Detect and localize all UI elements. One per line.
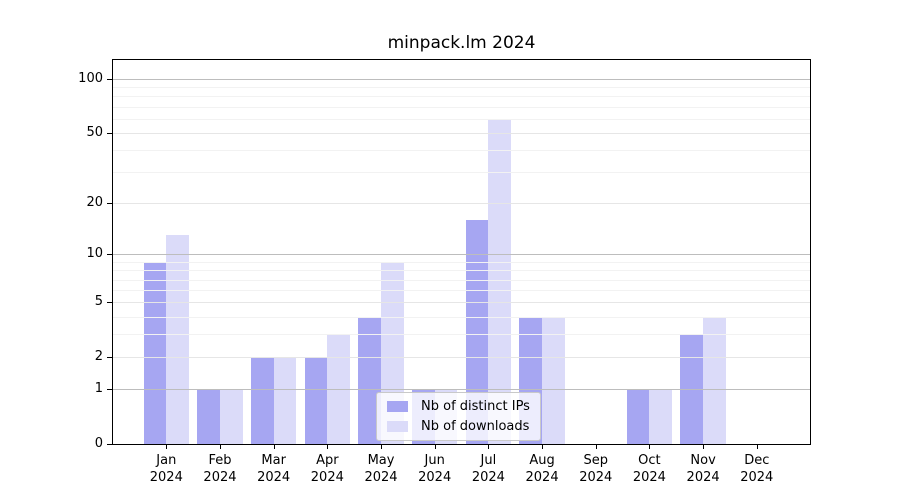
gridline-90: [113, 87, 810, 89]
y-tick-100: [107, 78, 112, 80]
y-tick-label-100: 100: [78, 70, 103, 86]
y-tick-0: [107, 444, 112, 445]
gridline-20: [113, 203, 810, 205]
x-tick-year-sep: 2024: [579, 470, 613, 485]
bar-distinct-ips-jul: [465, 219, 489, 444]
legend-label-distinct-ips: Nb of distinct IPs: [421, 399, 530, 414]
y-tick-label-0: 0: [94, 436, 103, 451]
bar-downloads-aug: [542, 316, 565, 444]
x-tick-label-jan: Jan 2024: [139, 452, 193, 486]
x-tick-label-jul: Jul 2024: [461, 452, 515, 486]
bar-distinct-ips-may: [358, 316, 381, 444]
y-tick-label-20: 20: [86, 195, 103, 211]
bar-distinct-ips-oct: [626, 389, 650, 444]
x-tick-label-feb: Feb 2024: [193, 452, 247, 486]
y-tick-label-1: 1: [94, 381, 103, 397]
legend-label-downloads: Nb of downloads: [421, 419, 530, 434]
y-tick-10: [107, 254, 112, 256]
y-tick-1: [107, 389, 112, 391]
bar-distinct-ips-nov: [680, 334, 704, 444]
x-tick-jan: [166, 445, 168, 449]
x-tick-apr: [327, 445, 329, 449]
gridline-40: [113, 150, 810, 152]
legend-item-distinct-ips: Nb of distinct IPs: [387, 399, 530, 414]
bar-downloads-apr: [327, 334, 351, 444]
plot-area: [113, 60, 810, 444]
bar-downloads-jan: [166, 235, 189, 444]
gridline-2: [113, 357, 810, 359]
gridline-70: [113, 106, 810, 108]
x-tick-label-mar: Mar 2024: [247, 452, 301, 486]
x-tick-jul: [488, 445, 490, 449]
y-tick-label-5: 5: [94, 294, 103, 310]
legend-swatch-downloads: [387, 421, 408, 432]
x-tick-label-may: May 2024: [354, 452, 408, 486]
y-tick-50: [107, 133, 112, 135]
y-tick-label-2: 2: [94, 349, 103, 365]
gridline-6: [113, 290, 810, 292]
x-tick-label-jun: Jun 2024: [408, 452, 462, 486]
x-tick-label-aug: Aug 2024: [515, 452, 569, 486]
y-tick-20: [107, 203, 112, 205]
x-tick-feb: [219, 445, 221, 449]
x-tick-aug: [542, 445, 544, 449]
gridline-80: [113, 96, 810, 98]
x-tick-year-aug: 2024: [525, 470, 559, 485]
gridline-10: [113, 254, 810, 256]
gridline-60: [113, 118, 810, 120]
bar-downloads-nov: [703, 316, 726, 444]
gridline-3: [113, 334, 810, 336]
chart-title: minpack.lm 2024: [387, 33, 536, 53]
x-tick-sep: [595, 445, 597, 449]
gridline-100: [113, 78, 810, 80]
bar-downloads-oct: [649, 389, 673, 444]
x-tick-label-sep: Sep 2024: [569, 452, 623, 486]
x-tick-year-apr: 2024: [310, 470, 344, 485]
x-tick-mar: [273, 445, 275, 449]
y-tick-2: [107, 357, 112, 359]
x-tick-oct: [649, 445, 651, 449]
x-tick-year-jul: 2024: [471, 470, 505, 485]
bar-distinct-ips-feb: [197, 389, 220, 444]
y-tick-label-10: 10: [86, 246, 103, 262]
x-tick-label-oct: Oct 2024: [622, 452, 676, 486]
gridline-5: [113, 302, 810, 304]
gridline-8: [113, 270, 810, 272]
x-tick-label-dec: Dec 2024: [730, 452, 784, 486]
y-tick-5: [107, 302, 112, 304]
x-tick-may: [381, 445, 383, 449]
x-tick-nov: [703, 445, 705, 449]
x-tick-year-feb: 2024: [203, 470, 237, 485]
gridline-9: [113, 261, 810, 263]
bar-distinct-ips-mar: [250, 357, 274, 444]
legend: Nb of distinct IPs Nb of downloads: [376, 392, 541, 441]
gridline-30: [113, 172, 810, 174]
x-tick-year-jan: 2024: [149, 470, 183, 485]
bar-distinct-ips-jan: [143, 261, 167, 444]
x-tick-year-nov: 2024: [686, 470, 720, 485]
y-tick-label-50: 50: [86, 125, 103, 141]
gridline-1: [113, 389, 810, 391]
gridline-4: [113, 316, 810, 318]
x-tick-dec: [756, 445, 758, 449]
gridline-50: [113, 133, 810, 135]
legend-swatch-distinct-ips: [387, 401, 408, 412]
x-tick-label-apr: Apr 2024: [300, 452, 354, 486]
x-tick-year-may: 2024: [364, 470, 398, 485]
x-tick-year-oct: 2024: [632, 470, 666, 485]
bar-downloads-feb: [219, 389, 243, 444]
legend-item-downloads: Nb of downloads: [387, 419, 530, 434]
gridline-7: [113, 279, 810, 281]
x-tick-label-nov: Nov 2024: [676, 452, 730, 486]
bar-downloads-jul: [488, 118, 512, 444]
x-tick-year-jun: 2024: [418, 470, 452, 485]
bar-distinct-ips-apr: [304, 357, 328, 444]
x-tick-year-dec: 2024: [740, 470, 774, 485]
x-tick-year-mar: 2024: [257, 470, 291, 485]
bar-downloads-mar: [273, 357, 297, 444]
x-tick-jun: [434, 445, 436, 449]
